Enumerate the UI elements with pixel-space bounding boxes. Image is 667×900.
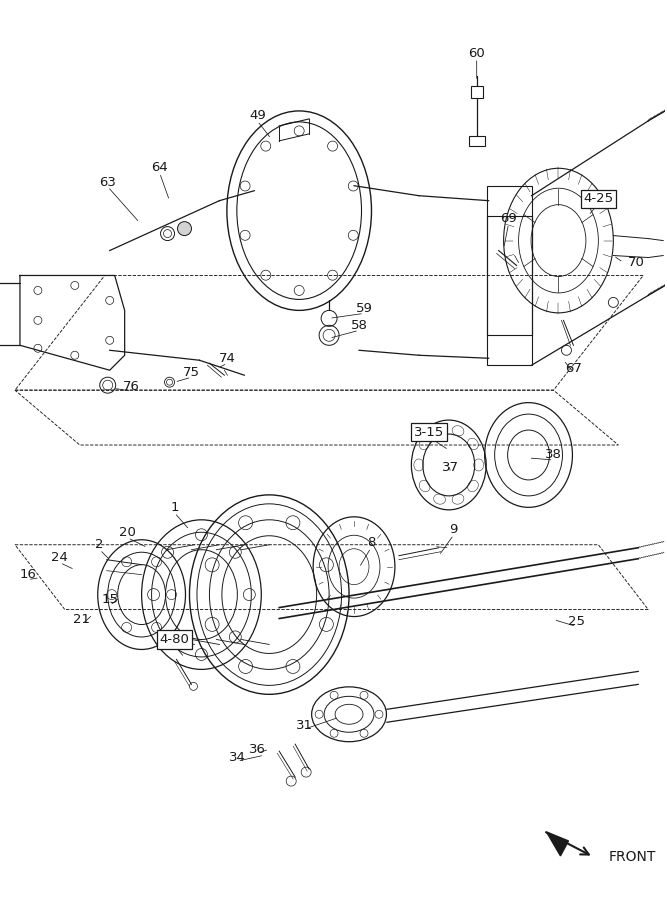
Text: 60: 60 <box>468 47 485 59</box>
Text: 67: 67 <box>565 362 582 374</box>
Text: 25: 25 <box>568 615 585 628</box>
Text: 8: 8 <box>367 536 375 549</box>
Circle shape <box>177 221 191 236</box>
Text: 4-25: 4-25 <box>584 193 614 205</box>
Text: 1: 1 <box>170 501 179 514</box>
Text: 4-80: 4-80 <box>159 633 189 646</box>
Text: 38: 38 <box>545 448 562 462</box>
FancyBboxPatch shape <box>469 136 485 146</box>
Text: 70: 70 <box>628 256 645 269</box>
Text: 21: 21 <box>73 613 90 626</box>
Text: 64: 64 <box>151 161 168 175</box>
Text: 15: 15 <box>101 593 118 606</box>
Text: 31: 31 <box>295 719 313 732</box>
Text: 76: 76 <box>123 380 140 392</box>
Text: 74: 74 <box>219 352 236 365</box>
Text: 24: 24 <box>51 551 68 564</box>
Text: 36: 36 <box>249 742 265 756</box>
FancyBboxPatch shape <box>471 86 483 98</box>
Text: 37: 37 <box>442 462 460 474</box>
Text: 9: 9 <box>450 523 458 536</box>
Text: 2: 2 <box>95 538 104 551</box>
Text: 34: 34 <box>229 751 245 764</box>
Text: 20: 20 <box>119 526 136 539</box>
Polygon shape <box>546 832 568 856</box>
Text: FRONT: FRONT <box>608 850 656 864</box>
Text: 16: 16 <box>19 568 37 581</box>
Text: 3-15: 3-15 <box>414 426 444 438</box>
Text: 59: 59 <box>356 302 372 315</box>
Text: 75: 75 <box>183 365 200 379</box>
Text: 63: 63 <box>99 176 116 189</box>
Text: 58: 58 <box>351 319 368 332</box>
Text: 49: 49 <box>249 110 265 122</box>
Text: 69: 69 <box>500 212 517 225</box>
